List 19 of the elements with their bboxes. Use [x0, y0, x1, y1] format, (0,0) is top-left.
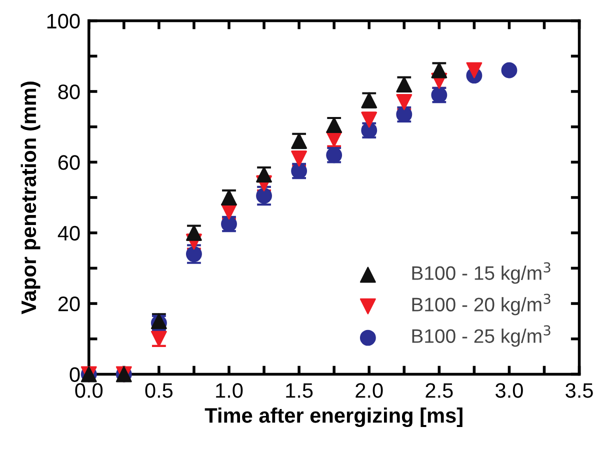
x-tick-label: 3.0 [496, 383, 523, 398]
y-axis-title: Vapor penetration (mm) [20, 82, 40, 314]
y-tick-label: 0 [70, 367, 80, 382]
x-tick-label: 3.5 [566, 383, 593, 398]
x-tick-label: 0.0 [75, 383, 103, 398]
y-tick-label: 100 [47, 14, 80, 29]
legend-label: B100 - 25 kg/m$^{3}$ [412, 325, 550, 347]
y-tick-label: 40 [58, 226, 80, 241]
y-tick-label: 60 [58, 155, 80, 170]
x-tick-label: 0.5 [145, 383, 173, 398]
x-tick-label: 1.5 [286, 383, 313, 398]
x-tick-label: 2.0 [356, 383, 383, 398]
x-tick-label: 2.5 [426, 383, 453, 398]
x-axis-title: Time after energizing [ms] [204, 408, 462, 428]
x-tick-label: 1.0 [216, 383, 243, 398]
legend-label: B100 - 15 kg/m$^{3}$ [412, 262, 550, 284]
y-tick-label: 80 [58, 84, 80, 100]
y-tick-label: 20 [58, 296, 80, 312]
legend-label: B100 - 20 kg/m$^{3}$ [412, 294, 550, 316]
